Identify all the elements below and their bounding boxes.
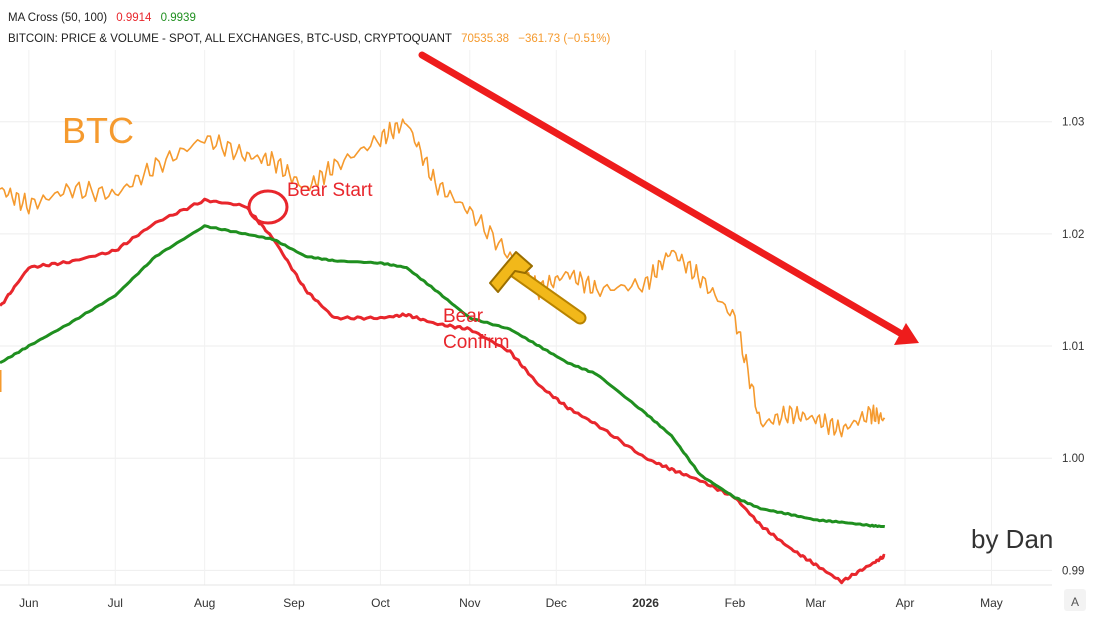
chart-grid: [0, 50, 1052, 585]
x-tick-label: Apr: [896, 596, 915, 610]
x-tick-label: Oct: [371, 596, 390, 610]
y-tick-label: 1.00: [1062, 453, 1084, 465]
bear-confirm-label-line2: Confirm: [443, 332, 510, 353]
ma-legend: MA Cross (50, 100) 0.9914 0.9939: [8, 12, 202, 24]
time-axis: Jun Jul Aug Sep Oct Nov Dec 2026 Feb Mar Apr May: [0, 584, 1052, 610]
auto-scale-button-label: A: [1071, 595, 1079, 609]
x-tick-label: Jun: [19, 596, 38, 610]
series-price-value: 70535.38: [461, 33, 510, 45]
ma-slow-value: 0.9939: [160, 12, 196, 24]
cross-highlight-circle: [247, 189, 289, 225]
x-tick-label: Dec: [546, 596, 567, 610]
ma-fast-value: 0.9914: [116, 12, 152, 24]
downtrend-arrow: [418, 51, 919, 345]
y-tick-label: 1.01: [1062, 341, 1084, 353]
ma-legend-label: MA Cross (50, 100): [8, 12, 108, 24]
x-tick-label: Sep: [283, 596, 305, 610]
x-tick-label: 2026: [632, 596, 659, 610]
x-tick-label: Feb: [725, 596, 746, 610]
x-tick-label: May: [980, 596, 1003, 610]
price-axis: 0.99 1.00 1.01 1.02 1.03: [1062, 117, 1084, 578]
series-layer: [0, 118, 886, 585]
bear-confirm-label-line1: Bear: [443, 306, 484, 327]
author-watermark: by Dan: [971, 524, 1053, 554]
x-tick-label: Jul: [108, 596, 123, 610]
bear-start-label: Bear Start: [287, 180, 373, 201]
y-tick-label: 0.99: [1062, 565, 1084, 577]
series-line-ma-100: [0, 224, 886, 529]
series-legend: BITCOIN: PRICE & VOLUME - SPOT, ALL EXCH…: [8, 33, 616, 45]
series-line-btc-normalized-price-: [0, 118, 886, 438]
y-tick-label: 1.02: [1062, 229, 1084, 241]
y-tick-label: 1.03: [1062, 117, 1084, 129]
btc-label: BTC: [62, 110, 134, 151]
hammer-icon: [489, 251, 587, 325]
x-tick-label: Mar: [805, 596, 826, 610]
auto-scale-button[interactable]: A: [1064, 589, 1086, 611]
x-tick-label: Aug: [194, 596, 215, 610]
x-tick-label: Nov: [459, 596, 480, 610]
series-change-value: −361.73 (−0.51%): [518, 33, 611, 45]
series-legend-label: BITCOIN: PRICE & VOLUME - SPOT, ALL EXCH…: [8, 33, 452, 45]
series-line-ma-50: [0, 197, 886, 585]
